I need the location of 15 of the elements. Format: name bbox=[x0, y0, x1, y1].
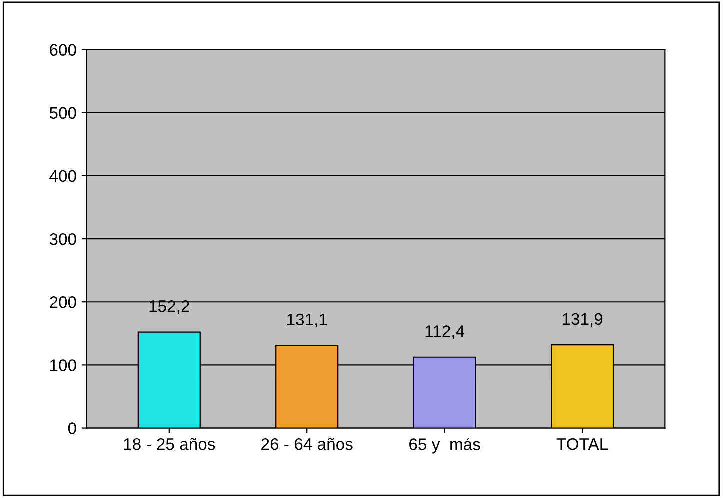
x-tick-label: 26 - 64 años bbox=[262, 438, 353, 450]
x-tick-label: 65 y más bbox=[410, 438, 480, 454]
x-tick-label: TOTAL bbox=[556, 438, 608, 450]
x-tick-label: 18 - 25 años bbox=[124, 438, 216, 450]
y-tick-label: 0 bbox=[68, 422, 76, 434]
data-label: 131,1 bbox=[288, 314, 328, 328]
data-label: 152,2 bbox=[150, 300, 190, 314]
y-tick-label: 200 bbox=[50, 296, 76, 308]
data-label: 112,4 bbox=[426, 326, 465, 340]
y-tick-label: 600 bbox=[50, 44, 76, 56]
y-tick-label: 400 bbox=[50, 170, 76, 182]
y-tick-label: 500 bbox=[50, 107, 76, 120]
y-tick-label: 300 bbox=[50, 233, 76, 246]
y-tick-label: 100 bbox=[50, 360, 76, 372]
data-label: 131,9 bbox=[562, 313, 603, 328]
